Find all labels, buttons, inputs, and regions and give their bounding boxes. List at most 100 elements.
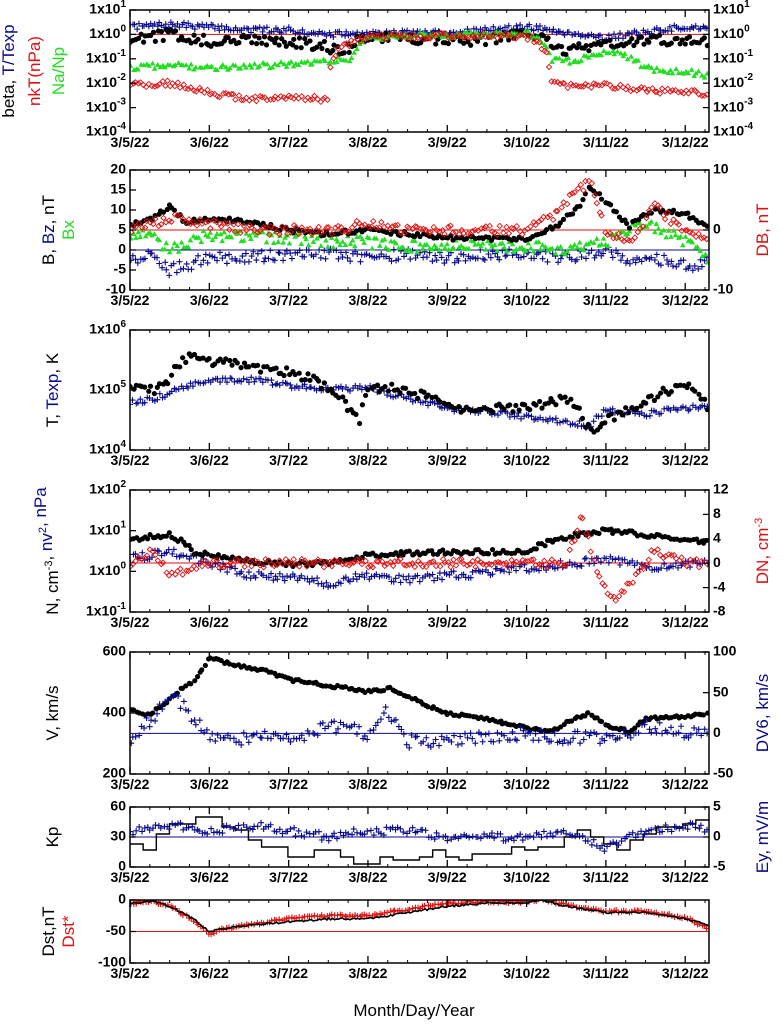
- data-point: [311, 730, 318, 737]
- data-point: [295, 62, 302, 68]
- data-point: [170, 546, 177, 553]
- data-point: [154, 710, 161, 717]
- data-point: [388, 258, 395, 265]
- data-point: [627, 87, 635, 95]
- data-point: [177, 565, 184, 573]
- x-tick-label: 3/6/22: [190, 614, 229, 630]
- data-point: [353, 556, 361, 563]
- data-point: [579, 832, 586, 839]
- data-point: [566, 60, 573, 66]
- data-point: [332, 582, 339, 589]
- data-point: [514, 32, 522, 39]
- data-point: [481, 225, 488, 232]
- data-point: [530, 27, 537, 34]
- data-point: [352, 243, 358, 249]
- data-point: [319, 45, 325, 52]
- data-point: [626, 260, 633, 267]
- data-point: [632, 259, 639, 266]
- data-point: [318, 243, 324, 249]
- data-point: [621, 556, 628, 563]
- data-point: [304, 727, 311, 734]
- data-point: [613, 209, 619, 215]
- data-point: [361, 831, 368, 838]
- data-point: [593, 842, 600, 849]
- plot-area: [130, 19, 709, 106]
- data-point: [361, 35, 369, 43]
- data-point: [608, 411, 614, 417]
- data-point: [403, 248, 409, 254]
- data-point: [208, 825, 215, 832]
- data-point: [143, 233, 149, 239]
- data-point: [577, 740, 584, 747]
- data-point: [367, 827, 374, 834]
- data-point: [579, 415, 586, 421]
- data-point: [605, 559, 612, 566]
- dst-line: [130, 900, 709, 933]
- data-point: [558, 204, 565, 211]
- data-point: [427, 228, 434, 236]
- data-point: [131, 21, 138, 28]
- data-point: [381, 562, 388, 570]
- data-point: [331, 830, 338, 837]
- data-point: [669, 263, 676, 270]
- data-point: [182, 218, 189, 226]
- data-point: [178, 239, 185, 245]
- data-point: [293, 44, 299, 50]
- data-point: [251, 557, 259, 564]
- x-tick-label: 3/5/22: [111, 965, 150, 981]
- data-point: [667, 220, 675, 228]
- data-point: [176, 24, 183, 31]
- x-tick-label: 3/10/22: [503, 134, 550, 150]
- data-point: [543, 48, 550, 56]
- data-point: [307, 377, 313, 383]
- data-point: [237, 65, 244, 71]
- data-point: [394, 557, 402, 565]
- axis-label: Dst,nT: [39, 906, 58, 956]
- data-point: [423, 734, 430, 741]
- data-point: [469, 228, 476, 235]
- data-point: [151, 65, 158, 71]
- panel-2: 3/5/22 3/6/22 3/7/22 3/8/22 3/9/22 3/10/22 3/1…: [39, 161, 772, 308]
- data-point: [624, 56, 631, 62]
- y-tick-label: 0: [118, 858, 126, 874]
- data-point: [704, 70, 709, 76]
- data-point: [682, 822, 689, 829]
- data-point: [474, 255, 481, 262]
- data-point: [156, 381, 163, 387]
- data-point: [322, 725, 329, 732]
- data-point: [373, 571, 380, 578]
- data-point: [301, 557, 309, 564]
- data-point: [556, 419, 563, 426]
- data-point: [243, 64, 249, 70]
- data-point: [588, 555, 595, 562]
- data-point: [363, 392, 369, 399]
- data-point: [260, 229, 266, 235]
- data-point: [301, 833, 308, 840]
- data-point: [260, 258, 267, 265]
- data-point: [448, 738, 455, 745]
- x-tick-label: 3/6/22: [190, 134, 229, 150]
- data-point: [632, 834, 639, 841]
- data-point: [390, 908, 397, 915]
- data-point: [385, 388, 392, 394]
- data-point: [540, 557, 548, 565]
- data-point: [268, 570, 275, 577]
- data-point: [496, 222, 503, 230]
- data-point: [273, 35, 279, 41]
- data-point: [234, 557, 241, 564]
- data-point: [544, 258, 551, 265]
- data-point: [254, 823, 261, 830]
- data-point: [527, 729, 534, 736]
- data-point: [702, 251, 709, 257]
- data-point: [374, 382, 381, 388]
- data-point: [250, 731, 257, 738]
- data-point: [695, 230, 702, 238]
- data-point: [331, 718, 338, 725]
- data-point: [346, 42, 353, 50]
- data-point: [556, 28, 563, 35]
- data-point: [609, 405, 616, 412]
- data-point: [333, 58, 340, 64]
- data-point: [132, 550, 139, 557]
- data-point: [693, 730, 700, 737]
- data-point: [408, 248, 415, 254]
